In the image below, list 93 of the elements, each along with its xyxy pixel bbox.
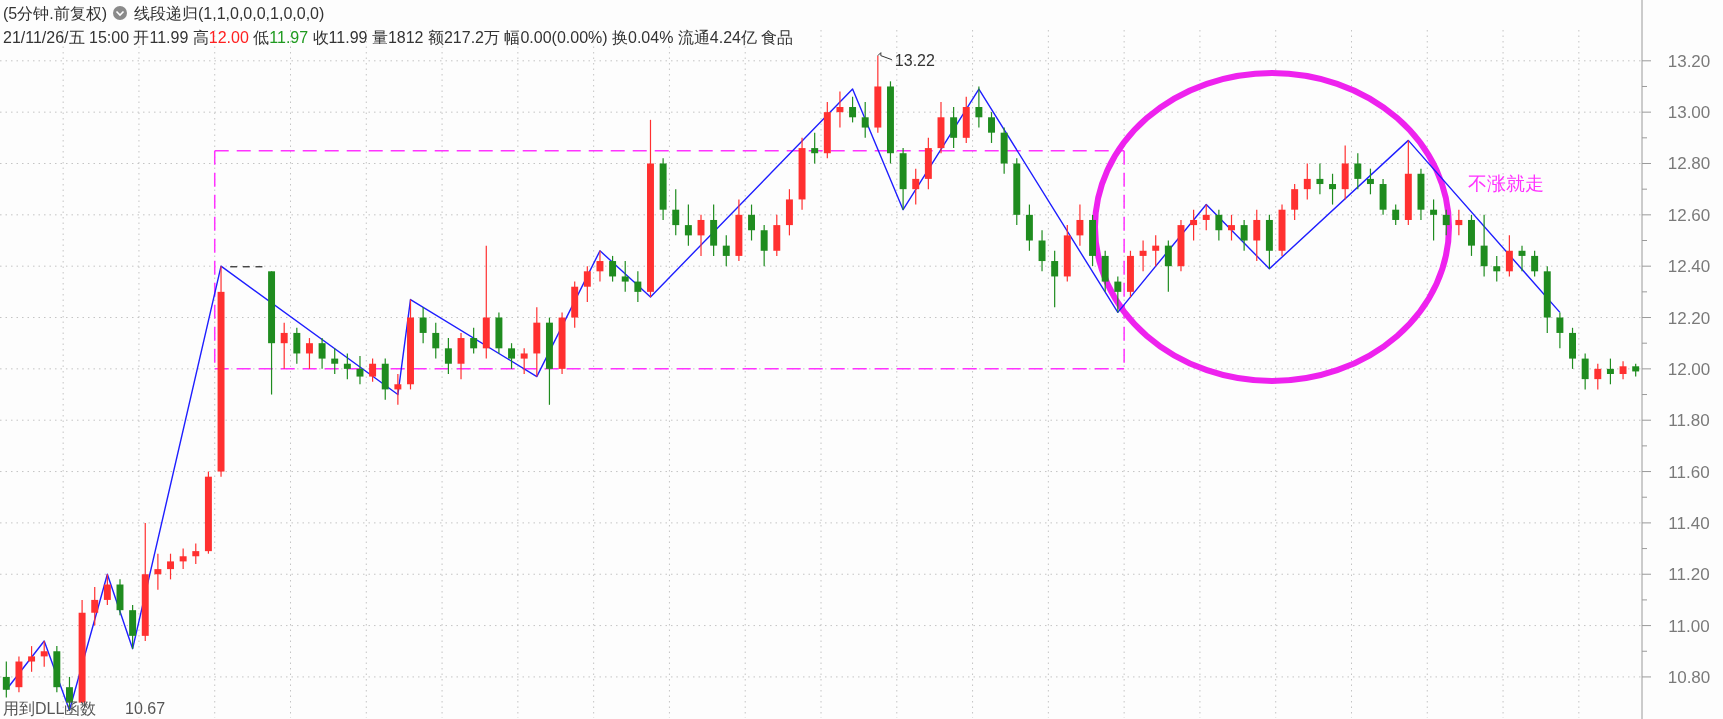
candlestick <box>950 106 958 149</box>
candlestick <box>1556 311 1564 349</box>
candlestick <box>621 260 629 293</box>
candlestick <box>1606 358 1614 385</box>
y-tick-label: 12.00 <box>1667 359 1711 379</box>
candlestick <box>293 327 301 365</box>
candlestick <box>28 645 36 673</box>
candlestick <box>1051 250 1059 308</box>
candlestick <box>849 96 857 124</box>
text: 21/11/26/五 15:00 开11.99 高12.00 低11.97 收11.99 量1812 额217.2万 幅0.00(0.00%) 换0.04% 流通4.24亿 食品 <box>3 29 794 46</box>
candlestick <box>1038 229 1046 272</box>
candlestick <box>1291 183 1299 221</box>
y-tick-label: 12.60 <box>1667 205 1711 225</box>
candlestick <box>508 342 516 370</box>
candlestick <box>861 101 869 139</box>
candlestick <box>722 234 730 267</box>
candlestick <box>179 547 187 570</box>
annotation: 用到DLL函数 <box>3 700 97 717</box>
candlestick <box>167 553 174 580</box>
y-tick-label: 12.40 <box>1667 257 1711 277</box>
candlestick <box>1493 255 1501 283</box>
candlestick <box>470 327 478 355</box>
candlestick <box>583 265 591 303</box>
y-tick-label: 11.00 <box>1668 616 1710 636</box>
candlestick <box>432 322 440 360</box>
candlestick <box>748 203 755 242</box>
candlestick <box>103 573 111 606</box>
candlestick <box>1480 214 1488 278</box>
candlestick <box>1114 275 1122 313</box>
candlestick <box>912 168 920 206</box>
candlestick <box>1215 209 1223 242</box>
annotation: 13.22 <box>894 51 935 69</box>
candlestick <box>634 270 642 303</box>
candlestick <box>1190 209 1198 242</box>
y-tick-label: 12.20 <box>1667 308 1711 328</box>
candlestick <box>836 91 844 129</box>
candlestick <box>343 352 351 380</box>
candlestick <box>1329 173 1337 206</box>
candlestick <box>331 347 339 375</box>
candlestick <box>154 553 162 591</box>
candlestick <box>1164 239 1172 293</box>
candlestick <box>1240 219 1248 252</box>
candlestick <box>419 306 427 344</box>
candlestick <box>1202 203 1210 231</box>
candlestick <box>1581 352 1589 390</box>
candlestick <box>609 255 617 283</box>
candlestick <box>1228 214 1235 242</box>
candlestick <box>1392 203 1400 226</box>
y-tick-label: 11.40 <box>1668 513 1710 533</box>
y-tick-label: 11.80 <box>1668 411 1710 431</box>
candlestick <box>811 132 819 165</box>
candlestick <box>596 250 604 283</box>
y-tick-label: 12.80 <box>1667 154 1711 174</box>
candlestick <box>192 542 200 565</box>
candlestick <box>305 337 313 370</box>
candlestick <box>988 111 995 144</box>
annotation: 不涨就走 <box>1468 173 1544 194</box>
candlestick <box>1316 162 1324 195</box>
candlestick <box>1152 234 1160 267</box>
candlestick <box>40 640 48 668</box>
candlestick <box>672 188 680 236</box>
candlestick <box>1442 209 1450 236</box>
candlestick <box>444 337 452 375</box>
candlestick <box>760 224 768 267</box>
text: 线段递归(1,1,0,0,0,1,0,0,0) <box>134 5 325 22</box>
candlestick <box>394 373 402 406</box>
candlestick <box>1594 363 1602 390</box>
y-tick-label: 13.00 <box>1667 103 1711 123</box>
y-tick-label: 13.20 <box>1667 51 1711 71</box>
candlestick <box>2 660 10 699</box>
candlestick <box>1076 203 1084 247</box>
candlestick <box>1354 152 1362 190</box>
candlestick <box>1619 360 1627 380</box>
y-tick-label: 11.20 <box>1668 565 1710 585</box>
candlestick <box>1303 162 1311 201</box>
candlestick <box>975 85 983 129</box>
candlestick <box>520 347 528 375</box>
candlestick <box>318 337 326 370</box>
candlestick <box>280 322 288 370</box>
candlestick <box>1531 250 1539 278</box>
candlestick <box>369 358 377 383</box>
y-tick-label: 10.80 <box>1667 667 1711 687</box>
annotation: 10.67 <box>125 700 166 717</box>
y-tick-label: 11.60 <box>1668 462 1710 482</box>
candlestick <box>684 203 692 247</box>
candlestick <box>1366 168 1374 195</box>
candlestick <box>1253 209 1261 262</box>
candlestick <box>1139 239 1147 272</box>
candlestick <box>1430 198 1438 242</box>
candlestick <box>91 586 99 627</box>
candlestick <box>1455 209 1463 236</box>
chart-title: (5分钟.前复权) <box>3 5 107 22</box>
candlestick <box>1505 234 1513 278</box>
